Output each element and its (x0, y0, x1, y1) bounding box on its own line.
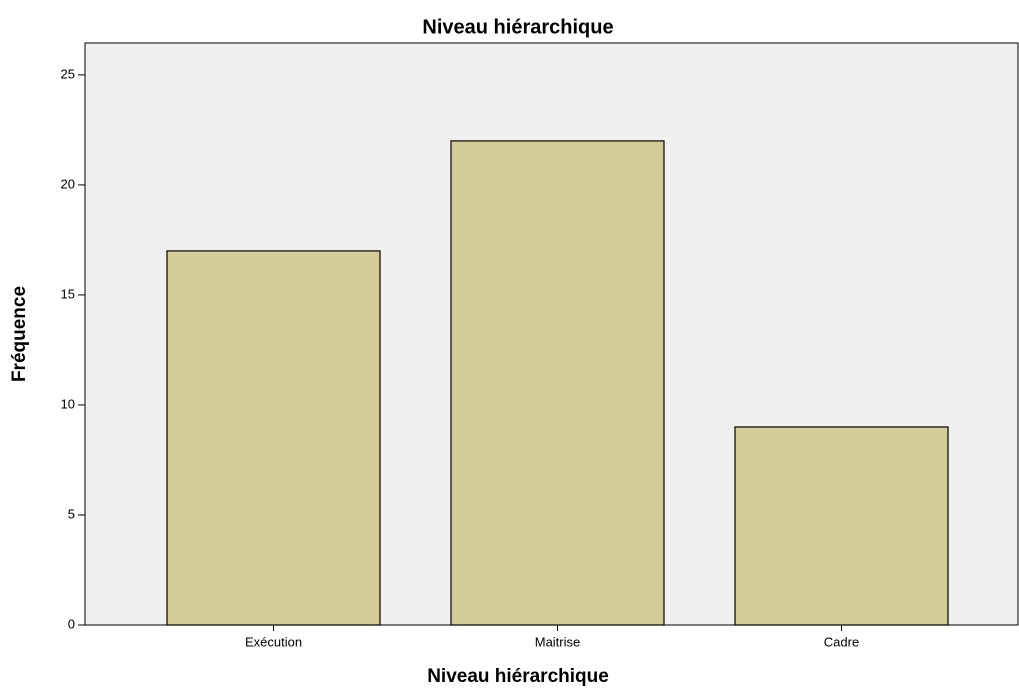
x-tick-label: Maitrise (535, 634, 581, 649)
y-tick-label: 10 (61, 396, 75, 411)
bar (450, 140, 665, 626)
y-tick-label: 25 (61, 66, 75, 81)
y-tick-label: 5 (68, 506, 75, 521)
bar (166, 250, 381, 626)
x-tick-label: Cadre (824, 634, 859, 649)
bar (734, 426, 949, 626)
x-axis-title: Niveau hiérarchique (427, 666, 609, 687)
y-tick-label: 20 (61, 176, 75, 191)
y-tick-label: 0 (68, 616, 75, 631)
x-tick-label: Exécution (245, 634, 302, 649)
y-tick-label: 15 (61, 286, 75, 301)
y-axis-title: Fréquence (9, 286, 30, 382)
chart-title: Niveau hiérarchique (422, 16, 613, 38)
